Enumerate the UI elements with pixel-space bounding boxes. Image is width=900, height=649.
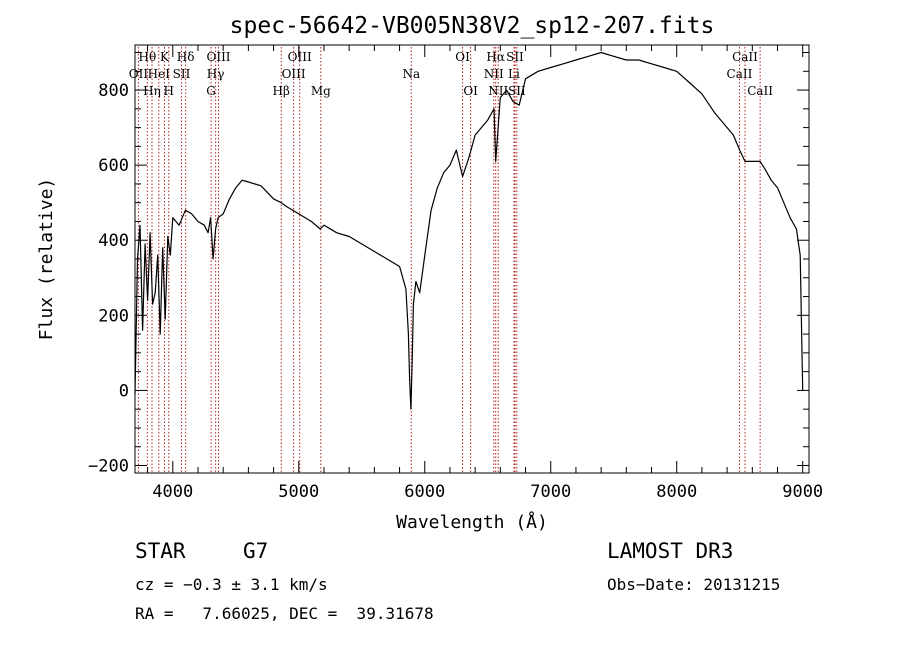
y-tick-label-1: 0 (119, 381, 129, 401)
line-label-7: SII (173, 67, 191, 81)
redshift-info: cz = −0.3 ± 3.1 km/s (135, 575, 328, 594)
survey-name: LAMOST DR3 (607, 539, 733, 563)
line-label-4: HeI (148, 67, 171, 81)
y-tick-label-2: 200 (98, 306, 129, 326)
object-subclass: G7 (243, 539, 268, 563)
x-tick-label-4: 8000 (656, 482, 697, 502)
line-label-15: Na (402, 67, 420, 81)
line-label-1: OII (129, 67, 149, 81)
line-label-14: Mg (311, 84, 331, 98)
x-tick-label-2: 6000 (404, 482, 445, 502)
line-label-10: G (206, 84, 216, 98)
object-class: STAR (135, 539, 186, 563)
x-tick-label-3: 7000 (530, 482, 571, 502)
line-label-17: OI (463, 84, 478, 98)
line-label-20: NII (484, 67, 504, 81)
x-tick-label-5: 9000 (782, 482, 823, 502)
plot-frame (134, 44, 810, 474)
line-label-9: Hγ (207, 67, 225, 81)
line-label-6: Hδ (177, 50, 195, 64)
line-label-13: Hβ (273, 84, 290, 98)
line-label-25: CaII (727, 67, 753, 81)
line-label-11: OIII (288, 50, 312, 64)
line-label-18: Hα (486, 50, 505, 64)
spectral-line-markers (137, 47, 761, 473)
spectrum-line (134, 51, 804, 410)
chart-title: spec-56642-VB005N38V2_sp12-207.fits (230, 13, 715, 39)
line-label-8: OIII (206, 50, 230, 64)
line-label-19: SII (506, 50, 524, 64)
y-tick-label-4: 600 (98, 156, 129, 176)
line-label-5: H (164, 84, 174, 98)
line-label-12: OIII (282, 67, 306, 81)
line-label-3: K (160, 50, 170, 64)
line-label-0: Hθ (138, 50, 156, 64)
coordinates-info: RA = 7.66025, DEC = 39.31678 (135, 604, 434, 623)
y-tick-label-5: 800 (98, 81, 129, 101)
observation-date: Obs−Date: 20131215 (607, 575, 780, 594)
line-label-26: CaII (747, 84, 773, 98)
x-axis-ticks: 4000 5000 6000 7000 8000 9000 (147, 45, 823, 502)
y-axis-ticks: −200 0 200 400 600 800 (88, 52, 809, 476)
y-tick-label-0: −200 (88, 456, 129, 476)
line-label-21: Li (508, 67, 520, 81)
x-axis-label: Wavelength (Å) (396, 511, 548, 533)
line-label-2: Hη (143, 84, 161, 98)
x-tick-label-0: 4000 (152, 482, 193, 502)
spectral-line-labels: Hθ OII Hη K HeI H Hδ SII OIII Hγ G OIII OIII Hβ Mg Na OI… (129, 50, 774, 98)
x-tick-label-1: 5000 (278, 482, 319, 502)
y-axis-label: Flux (relative) (36, 178, 57, 341)
line-label-16: OI (455, 50, 470, 64)
y-tick-label-3: 400 (98, 231, 129, 251)
line-label-24: CaII (732, 50, 758, 64)
